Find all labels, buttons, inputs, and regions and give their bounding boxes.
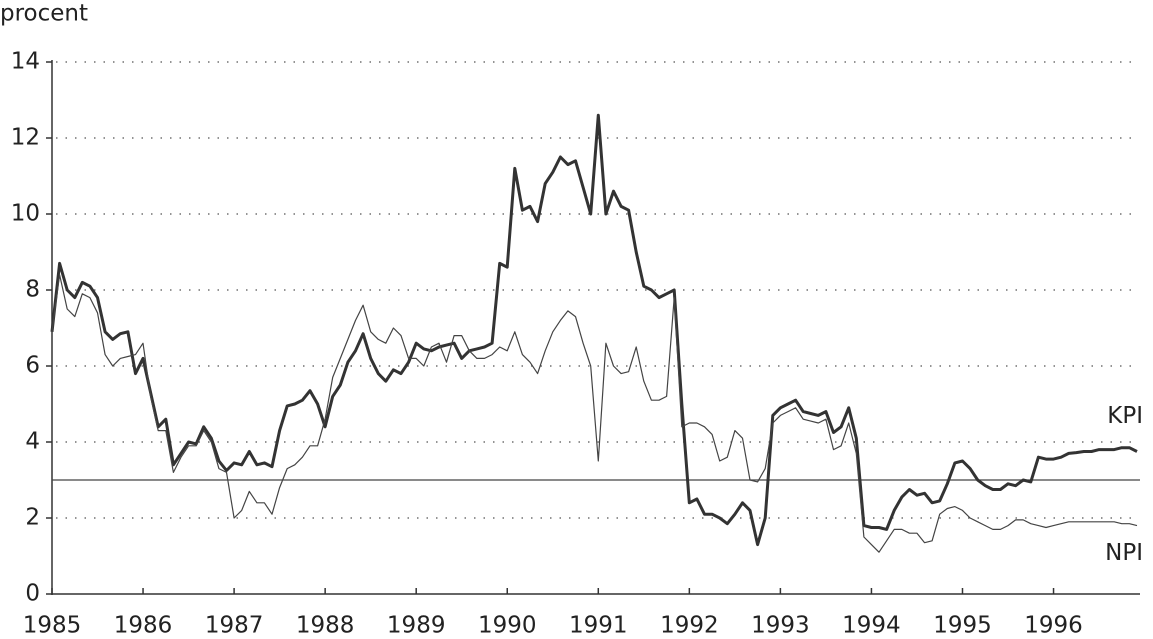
x-tick-label: 1995: [933, 613, 992, 639]
y-tick-label: 8: [25, 277, 40, 303]
y-tick-label: 4: [25, 429, 40, 455]
series-line: [51, 274, 1138, 553]
series-label: NPI: [1105, 540, 1143, 566]
x-tick-label: 1989: [387, 613, 446, 639]
y-tick-label: 6: [25, 353, 40, 379]
series-line: [50, 113, 1138, 547]
x-tick-label: 1988: [296, 613, 355, 639]
x-tick-label: 1991: [569, 613, 628, 639]
y-tick-label: 14: [11, 49, 40, 75]
x-tick-label: 1985: [23, 613, 82, 639]
y-axis-label: procent: [0, 1, 88, 27]
x-tick-label: 1986: [114, 613, 173, 639]
x-tick-label: 1987: [205, 613, 264, 639]
x-tick-label: 1992: [660, 613, 719, 639]
x-tick-label: 1994: [842, 613, 901, 639]
y-tick-label: 12: [11, 125, 40, 151]
y-tick-label: 10: [11, 201, 40, 227]
x-tick-label: 1996: [1024, 613, 1083, 639]
y-tick-label: 0: [25, 581, 40, 607]
x-tick-label: 1993: [751, 613, 810, 639]
x-tick-label: 1990: [478, 613, 537, 639]
y-tick-label: 2: [25, 505, 40, 531]
series-label: KPI: [1107, 403, 1143, 429]
